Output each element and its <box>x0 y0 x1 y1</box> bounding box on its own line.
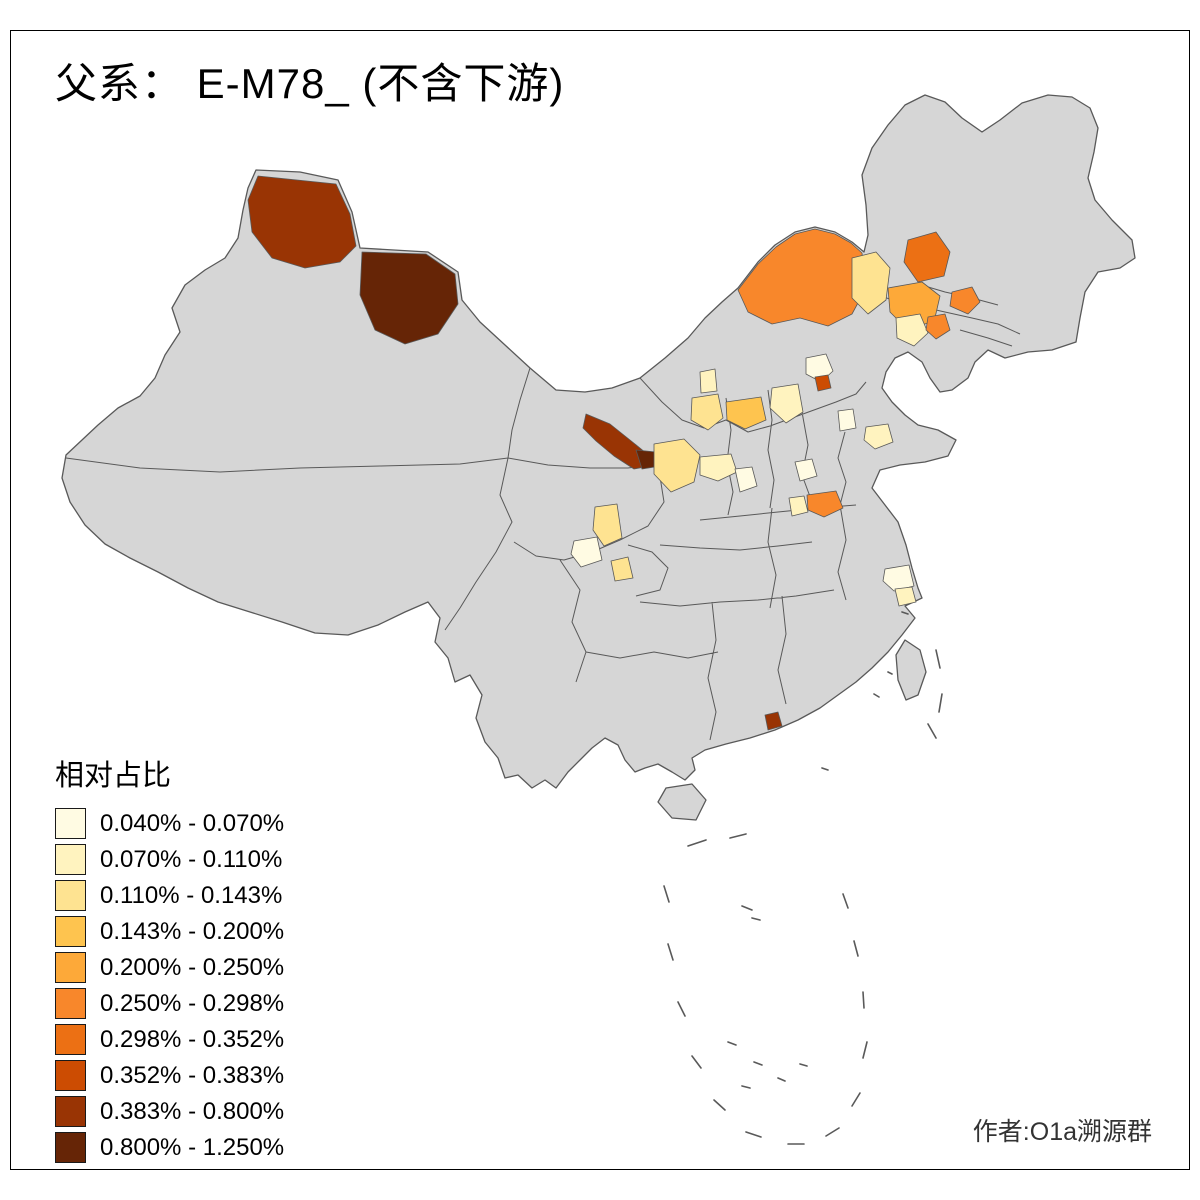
map-region <box>814 374 832 392</box>
map-region <box>570 536 603 568</box>
legend-swatch <box>55 916 86 947</box>
legend-row: 0.110% - 0.143% <box>55 880 284 911</box>
legend-label: 0.250% - 0.298% <box>100 989 285 1017</box>
legend-swatch <box>55 844 86 875</box>
map-region <box>925 313 951 340</box>
legend-row: 0.040% - 0.070% <box>55 808 284 839</box>
map-region <box>690 393 724 431</box>
legend-swatch <box>55 988 86 1019</box>
legend-row: 0.070% - 0.110% <box>55 844 284 875</box>
legend-swatch <box>55 952 86 983</box>
author-credit: 作者:O1a溯源群 <box>972 1118 1152 1146</box>
nine-dash-line <box>663 611 943 1145</box>
legend-row: 0.800% - 1.250% <box>55 1132 284 1163</box>
legend-swatch <box>55 880 86 911</box>
map-region <box>806 490 844 518</box>
legend-label: 0.352% - 0.383% <box>100 1061 285 1089</box>
map-region <box>725 396 767 430</box>
map-region <box>764 711 783 731</box>
map-region <box>894 586 917 607</box>
legend-label: 0.110% - 0.143% <box>100 881 283 909</box>
legend-row: 0.200% - 0.250% <box>55 952 284 983</box>
taiwan-island <box>895 639 927 701</box>
map-region <box>699 453 738 482</box>
legend-label: 0.040% - 0.070% <box>100 809 285 837</box>
map-region <box>699 368 718 394</box>
map-region <box>247 175 357 269</box>
legend-label: 0.143% - 0.200% <box>100 917 285 945</box>
map-region <box>949 286 981 315</box>
legend-label: 0.383% - 0.800% <box>100 1097 285 1125</box>
map-region <box>769 383 804 424</box>
legend-row: 0.298% - 0.352% <box>55 1024 284 1055</box>
map-region <box>794 458 818 482</box>
map-region <box>610 556 634 582</box>
legend-swatch <box>55 1060 86 1091</box>
legend-label: 0.200% - 0.250% <box>100 953 285 981</box>
page-title: 父系： E-M78_ (不含下游) <box>55 60 565 107</box>
legend-label: 0.070% - 0.110% <box>100 845 283 873</box>
legend-row: 0.383% - 0.800% <box>55 1096 284 1127</box>
map-region <box>895 313 929 347</box>
legend-swatch <box>55 1096 86 1127</box>
legend-swatch <box>55 808 86 839</box>
legend-row: 0.143% - 0.200% <box>55 916 284 947</box>
map-region <box>903 231 951 283</box>
map-region <box>653 438 701 493</box>
map-region <box>592 503 623 547</box>
map-region <box>737 228 867 327</box>
map-region <box>788 495 809 517</box>
legend-swatch <box>55 1024 86 1055</box>
hainan-island <box>657 783 707 821</box>
legend-title: 相对占比 <box>55 760 172 792</box>
legend-swatch <box>55 1132 86 1163</box>
legend: 相对占比 0.040% - 0.070% 0.070% - 0.110% 0.1… <box>55 752 284 1168</box>
map-region <box>837 408 857 432</box>
legend-label: 0.800% - 1.250% <box>100 1133 285 1161</box>
map-region <box>359 251 459 345</box>
map-region <box>734 466 758 493</box>
legend-label: 0.298% - 0.352% <box>100 1025 285 1053</box>
map-region <box>863 423 894 450</box>
map-region <box>851 251 891 315</box>
legend-row: 0.352% - 0.383% <box>55 1060 284 1091</box>
legend-row: 0.250% - 0.298% <box>55 988 284 1019</box>
